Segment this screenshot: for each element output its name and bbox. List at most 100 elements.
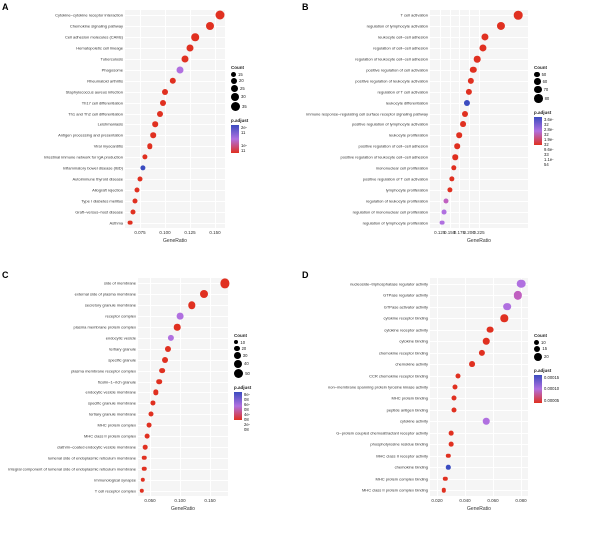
category-label: regulation of mononuclear cell prolifera… [353, 209, 428, 214]
category-label: Chemokine signaling pathway [70, 24, 123, 29]
color-gradient [231, 125, 239, 153]
legend-count-row: 15 [231, 72, 248, 77]
data-point [462, 111, 468, 117]
category-label: chemokine activity [395, 362, 428, 367]
category-label: regulation of leukocyte cell−cell adhesi… [355, 57, 428, 62]
legend-padj-tick: 4e-08 [244, 412, 251, 422]
category-label: MHC protein complex binding [376, 476, 428, 481]
category-label: leukocyte proliferation [389, 133, 428, 138]
category-label: Graft−versus−host disease [75, 209, 123, 214]
data-point [451, 407, 456, 412]
legend-count-title: Count [231, 65, 248, 70]
x-axis-title: GeneRatio [171, 506, 195, 512]
legend-padj-tick: 2.8e-32 [544, 127, 554, 137]
data-point [487, 326, 494, 333]
category-label: MHC class II protein complex [84, 434, 136, 439]
legend-count-row: 15 [534, 346, 551, 352]
category-label: MHC class II receptor activity [376, 453, 428, 458]
data-point [140, 165, 145, 170]
category-label: lumenal side of endoplasmic reticulum me… [48, 455, 136, 460]
category-label: regulation of T cell activation [377, 89, 428, 94]
x-tick-label: 0.020 [431, 498, 442, 503]
category-label: G−protein coupled chemoattractant recept… [336, 430, 428, 435]
legend-padj-tick: 3.6e-32 [544, 117, 554, 127]
panel-C: C0.0500.1000.150GeneRatioside of membran… [0, 268, 300, 536]
legend-count-title: Count [534, 65, 551, 70]
category-label: non−membrane spanning protein tyrosine k… [328, 385, 428, 390]
category-label: Hematopoietic cell lineage [76, 46, 123, 51]
panel-grid: A0.0750.1000.1250.150GeneRatioCytokine−c… [0, 0, 600, 536]
category-label: peptide antigen binding [387, 407, 428, 412]
legend-count-title: Count [234, 333, 251, 338]
legend-padj-tick: 1.9e-32 [544, 137, 554, 147]
category-label: positive regulation of leukocyte activat… [355, 78, 428, 83]
data-point [453, 385, 458, 390]
x-tick-label: 0.100 [174, 498, 185, 503]
category-label: regulation of lymphocyte activation [367, 24, 428, 29]
legend-count-row: 30 [231, 93, 248, 101]
data-point [503, 303, 511, 311]
category-label: MHC protein complex [98, 423, 136, 428]
legend-padj-tick: 9.6e-33 [544, 147, 554, 157]
category-label: MHC class II protein complex binding [362, 488, 428, 493]
x-tick-label: 0.075 [134, 230, 145, 235]
category-label: endocytic vesicle [106, 335, 136, 340]
legend-count-row: 30 [234, 352, 251, 359]
category-label: Antigen processing and presentation [58, 133, 123, 138]
data-point [168, 335, 174, 341]
x-tick-label: 0.225 [473, 230, 484, 235]
panel-D: D0.0200.0400.0600.080GeneRationucleoside… [300, 268, 600, 536]
category-label: external side of plasma membrane [75, 292, 136, 297]
data-point [479, 45, 486, 52]
category-label: cytokine activity [400, 419, 428, 424]
data-point [182, 56, 189, 63]
data-point [131, 209, 136, 214]
category-label: Leishmaniasis [98, 122, 123, 127]
category-label: lymphocyte proliferation [386, 187, 428, 192]
legend-count-row: 50 [234, 369, 251, 378]
data-point [479, 349, 485, 355]
category-label: CCR chemokine receptor binding [369, 373, 428, 378]
legend-padj-tick: 0.00010 [544, 386, 559, 391]
data-point [152, 122, 158, 128]
x-axis-title: GeneRatio [467, 238, 491, 244]
data-point [139, 488, 143, 492]
data-point [470, 67, 476, 73]
data-point [455, 143, 461, 149]
data-point [447, 187, 452, 192]
data-point [449, 442, 454, 447]
data-point [457, 133, 463, 139]
data-point [170, 78, 176, 84]
category-label: endocytic vesicle membrane [86, 390, 136, 395]
category-label: Th17 cell differentiation [82, 100, 123, 105]
data-point [468, 78, 474, 84]
data-point [483, 338, 490, 345]
data-point [206, 22, 214, 30]
category-label: nucleoside−triphosphatase regulator acti… [350, 281, 428, 286]
data-point [153, 390, 158, 395]
data-point [133, 198, 138, 203]
category-label: MHC protein binding [392, 396, 428, 401]
color-gradient [234, 392, 242, 420]
legend-count-row: 40 [234, 360, 251, 368]
panel-label-A: A [2, 2, 9, 12]
category-label: plasma membrane protein complex [74, 325, 136, 330]
data-point [439, 220, 444, 225]
legend-padj-tick: 6e-08 [244, 402, 251, 412]
panel-label-C: C [2, 270, 9, 280]
data-point [191, 33, 199, 41]
data-point [150, 401, 155, 406]
legend-padj-tick: 1e-11 [241, 143, 248, 153]
data-point [160, 100, 166, 106]
category-label: mononuclear cell proliferation [376, 166, 428, 171]
legend-padj-title: p.adjust [534, 110, 551, 115]
data-point [514, 11, 523, 20]
x-tick-label: 0.100 [159, 230, 170, 235]
data-point [460, 121, 466, 127]
color-gradient [534, 117, 542, 145]
legend-count-row: 25 [231, 85, 248, 92]
category-label: specific granule membrane [88, 401, 136, 406]
data-point [446, 465, 450, 469]
x-axis-title: GeneRatio [163, 238, 187, 244]
color-gradient [534, 375, 542, 403]
